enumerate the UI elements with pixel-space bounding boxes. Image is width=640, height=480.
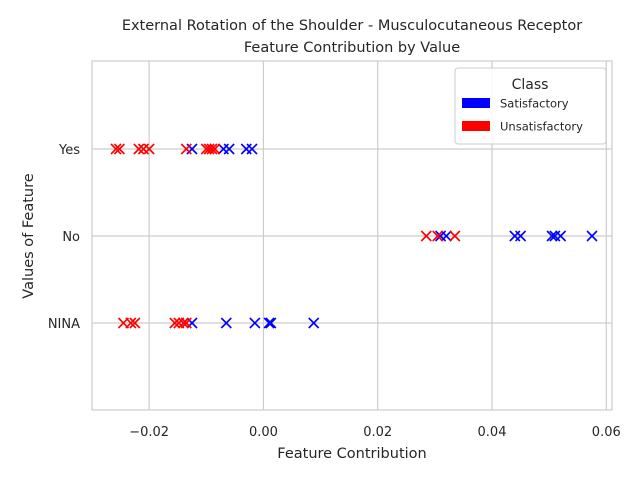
data-point-stroke: [133, 143, 145, 155]
data-point: [515, 230, 527, 242]
data-point-stroke: [113, 143, 125, 155]
data-point: [265, 317, 277, 329]
data-point: [180, 143, 192, 155]
data-point: [133, 143, 145, 155]
legend-swatch-unsatisfactory: [462, 121, 490, 131]
data-point-stroke: [586, 230, 598, 242]
x-tick-label: 0.00: [249, 425, 278, 440]
x-axis-label: Feature Contribution: [277, 446, 426, 462]
x-tick-label: −0.02: [129, 425, 169, 440]
data-point: [440, 230, 452, 242]
data-point: [308, 317, 320, 329]
data-point: [555, 230, 567, 242]
data-point-stroke: [432, 230, 444, 242]
data-point-stroke: [449, 230, 461, 242]
data-point: [125, 317, 137, 329]
y-tick-label: No: [62, 230, 80, 245]
y-tick-label: Yes: [58, 143, 80, 158]
data-point-stroke: [209, 143, 221, 155]
data-point: [432, 230, 444, 242]
data-point: [263, 317, 275, 329]
data-point-stroke: [263, 317, 275, 329]
data-points: [110, 143, 598, 329]
data-point-stroke: [308, 317, 320, 329]
data-point: [420, 230, 432, 242]
data-point-stroke: [110, 143, 122, 155]
data-point-stroke: [169, 317, 181, 329]
data-point-stroke: [440, 230, 452, 242]
data-point-stroke: [249, 317, 261, 329]
x-tick-label: 0.04: [478, 425, 507, 440]
x-tick-label: 0.02: [363, 425, 392, 440]
data-point-stroke: [546, 230, 558, 242]
data-point-stroke: [265, 317, 277, 329]
data-point: [180, 317, 192, 329]
data-point-stroke: [555, 230, 567, 242]
data-point: [206, 143, 218, 155]
data-point: [449, 230, 461, 242]
data-point: [169, 317, 181, 329]
data-point: [249, 317, 261, 329]
legend-title: Class: [512, 77, 549, 93]
data-point: [246, 143, 258, 155]
data-point-stroke: [420, 230, 432, 242]
data-point: [586, 230, 598, 242]
y-tick-labels: NINA No Yes: [48, 143, 80, 332]
data-point-stroke: [143, 143, 155, 155]
legend: Class Satisfactory Unsatisfactory: [454, 67, 607, 145]
data-point-stroke: [246, 143, 258, 155]
data-point-stroke: [220, 317, 232, 329]
chart-subtitle: Feature Contribution by Value: [244, 40, 460, 56]
data-point: [129, 317, 141, 329]
data-point-stroke: [515, 230, 527, 242]
data-point-stroke: [180, 143, 192, 155]
data-point-stroke: [223, 143, 235, 155]
x-tick-label: 0.06: [592, 425, 621, 440]
data-point: [209, 143, 221, 155]
data-point-stroke: [206, 143, 218, 155]
x-tick-labels: −0.02 0.00 0.02 0.04 0.06: [129, 425, 621, 440]
y-axis-label: Values of Feature: [21, 173, 37, 298]
data-point-stroke: [177, 317, 189, 329]
y-tick-label: NINA: [48, 317, 80, 332]
data-point-stroke: [180, 317, 192, 329]
data-point: [110, 143, 122, 155]
legend-label-satisfactory: Satisfactory: [500, 97, 569, 111]
legend-box: [454, 67, 607, 145]
data-point: [113, 143, 125, 155]
data-point: [546, 230, 558, 242]
data-point: [143, 143, 155, 155]
chart-title: External Rotation of the Shoulder - Musc…: [122, 18, 582, 34]
data-point: [220, 317, 232, 329]
data-point: [177, 317, 189, 329]
data-point-stroke: [125, 317, 137, 329]
legend-label-unsatisfactory: Unsatisfactory: [500, 120, 583, 134]
data-point-stroke: [129, 317, 141, 329]
legend-swatch-satisfactory: [462, 98, 490, 108]
data-point: [223, 143, 235, 155]
